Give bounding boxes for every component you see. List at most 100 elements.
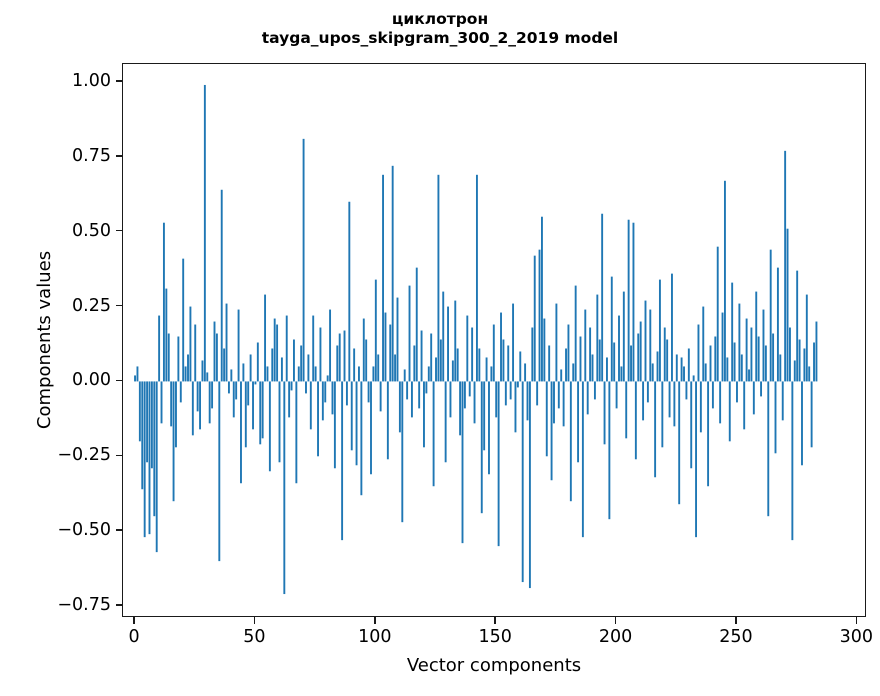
- y-tick-label: 0.75: [72, 145, 111, 166]
- bar: [608, 381, 611, 520]
- bar: [553, 381, 555, 424]
- bar: [757, 336, 760, 382]
- bar: [138, 381, 141, 442]
- bar: [300, 345, 303, 382]
- bar: [394, 354, 397, 382]
- bar: [495, 381, 498, 418]
- bar: [232, 381, 235, 418]
- bar: [548, 345, 551, 382]
- bar: [625, 381, 628, 439]
- bar: [526, 381, 529, 421]
- bar: [709, 345, 712, 382]
- bar: [738, 303, 741, 382]
- bar: [646, 381, 649, 403]
- bar: [271, 348, 274, 382]
- y-tick-label: 0.25: [72, 295, 111, 316]
- bar: [651, 363, 654, 382]
- bar: [285, 315, 288, 382]
- y-tick-mark: [115, 155, 122, 157]
- bar: [695, 381, 697, 538]
- bar: [338, 333, 341, 382]
- bar: [283, 381, 286, 595]
- bar: [134, 375, 136, 382]
- bar: [273, 318, 276, 382]
- bar: [755, 291, 758, 382]
- bar: [733, 342, 736, 382]
- x-tick-mark: [253, 617, 256, 624]
- bar: [528, 381, 531, 589]
- bar: [268, 381, 271, 472]
- bar: [789, 327, 791, 382]
- bar: [658, 279, 661, 382]
- bar: [172, 381, 175, 502]
- bar: [572, 363, 575, 382]
- bar: [355, 381, 358, 466]
- x-tick-mark: [133, 617, 135, 624]
- bar: [769, 249, 772, 382]
- bar: [449, 381, 452, 418]
- y-tick-label: 0.50: [72, 220, 111, 241]
- bar: [606, 357, 608, 382]
- bar: [201, 360, 204, 382]
- bar: [175, 381, 177, 448]
- bar: [165, 288, 168, 382]
- bar: [678, 381, 681, 505]
- bar: [252, 381, 254, 430]
- bar: [656, 351, 659, 382]
- bar: [613, 342, 616, 382]
- bar: [370, 381, 372, 475]
- bar: [215, 333, 218, 382]
- bar: [459, 381, 462, 436]
- y-tick-label: 1.00: [72, 70, 111, 91]
- bar: [305, 381, 307, 394]
- bar: [512, 303, 515, 382]
- bar: [261, 381, 264, 439]
- bar: [437, 174, 440, 382]
- y-tick-label: −0.75: [57, 595, 111, 616]
- bar: [711, 381, 714, 409]
- bar: [504, 381, 507, 406]
- bar: [610, 276, 613, 382]
- bar: [358, 366, 360, 382]
- bar: [406, 381, 409, 400]
- bar: [290, 381, 293, 391]
- bar: [141, 381, 144, 490]
- bar: [805, 294, 808, 382]
- y-tick-mark: [115, 229, 122, 232]
- bar: [637, 333, 640, 382]
- x-tick-mark: [735, 617, 737, 624]
- bar: [673, 381, 676, 427]
- bar: [367, 381, 370, 403]
- bar: [466, 315, 469, 382]
- bar: [468, 381, 471, 397]
- bar: [374, 279, 377, 382]
- bar: [745, 318, 748, 382]
- bar: [536, 381, 539, 406]
- bar: [478, 348, 481, 382]
- bar: [538, 249, 541, 382]
- bar: [639, 321, 642, 382]
- bar: [581, 381, 584, 538]
- bar: [531, 327, 534, 382]
- bar: [454, 300, 457, 382]
- bar: [326, 375, 329, 382]
- bar: [752, 381, 755, 415]
- bar: [177, 336, 180, 382]
- bar: [618, 315, 620, 382]
- bar: [189, 306, 192, 382]
- bar: [692, 375, 695, 382]
- bar: [632, 222, 635, 382]
- bar: [779, 354, 782, 382]
- bar: [591, 354, 594, 382]
- bar: [654, 381, 657, 478]
- bar: [726, 357, 729, 382]
- bar: [803, 348, 806, 382]
- bar: [813, 342, 815, 382]
- bar: [155, 381, 158, 553]
- bar: [497, 381, 500, 547]
- bar: [208, 381, 211, 424]
- bar: [379, 381, 382, 412]
- bar: [297, 366, 300, 382]
- bar: [671, 273, 673, 382]
- y-tick-mark: [115, 454, 122, 457]
